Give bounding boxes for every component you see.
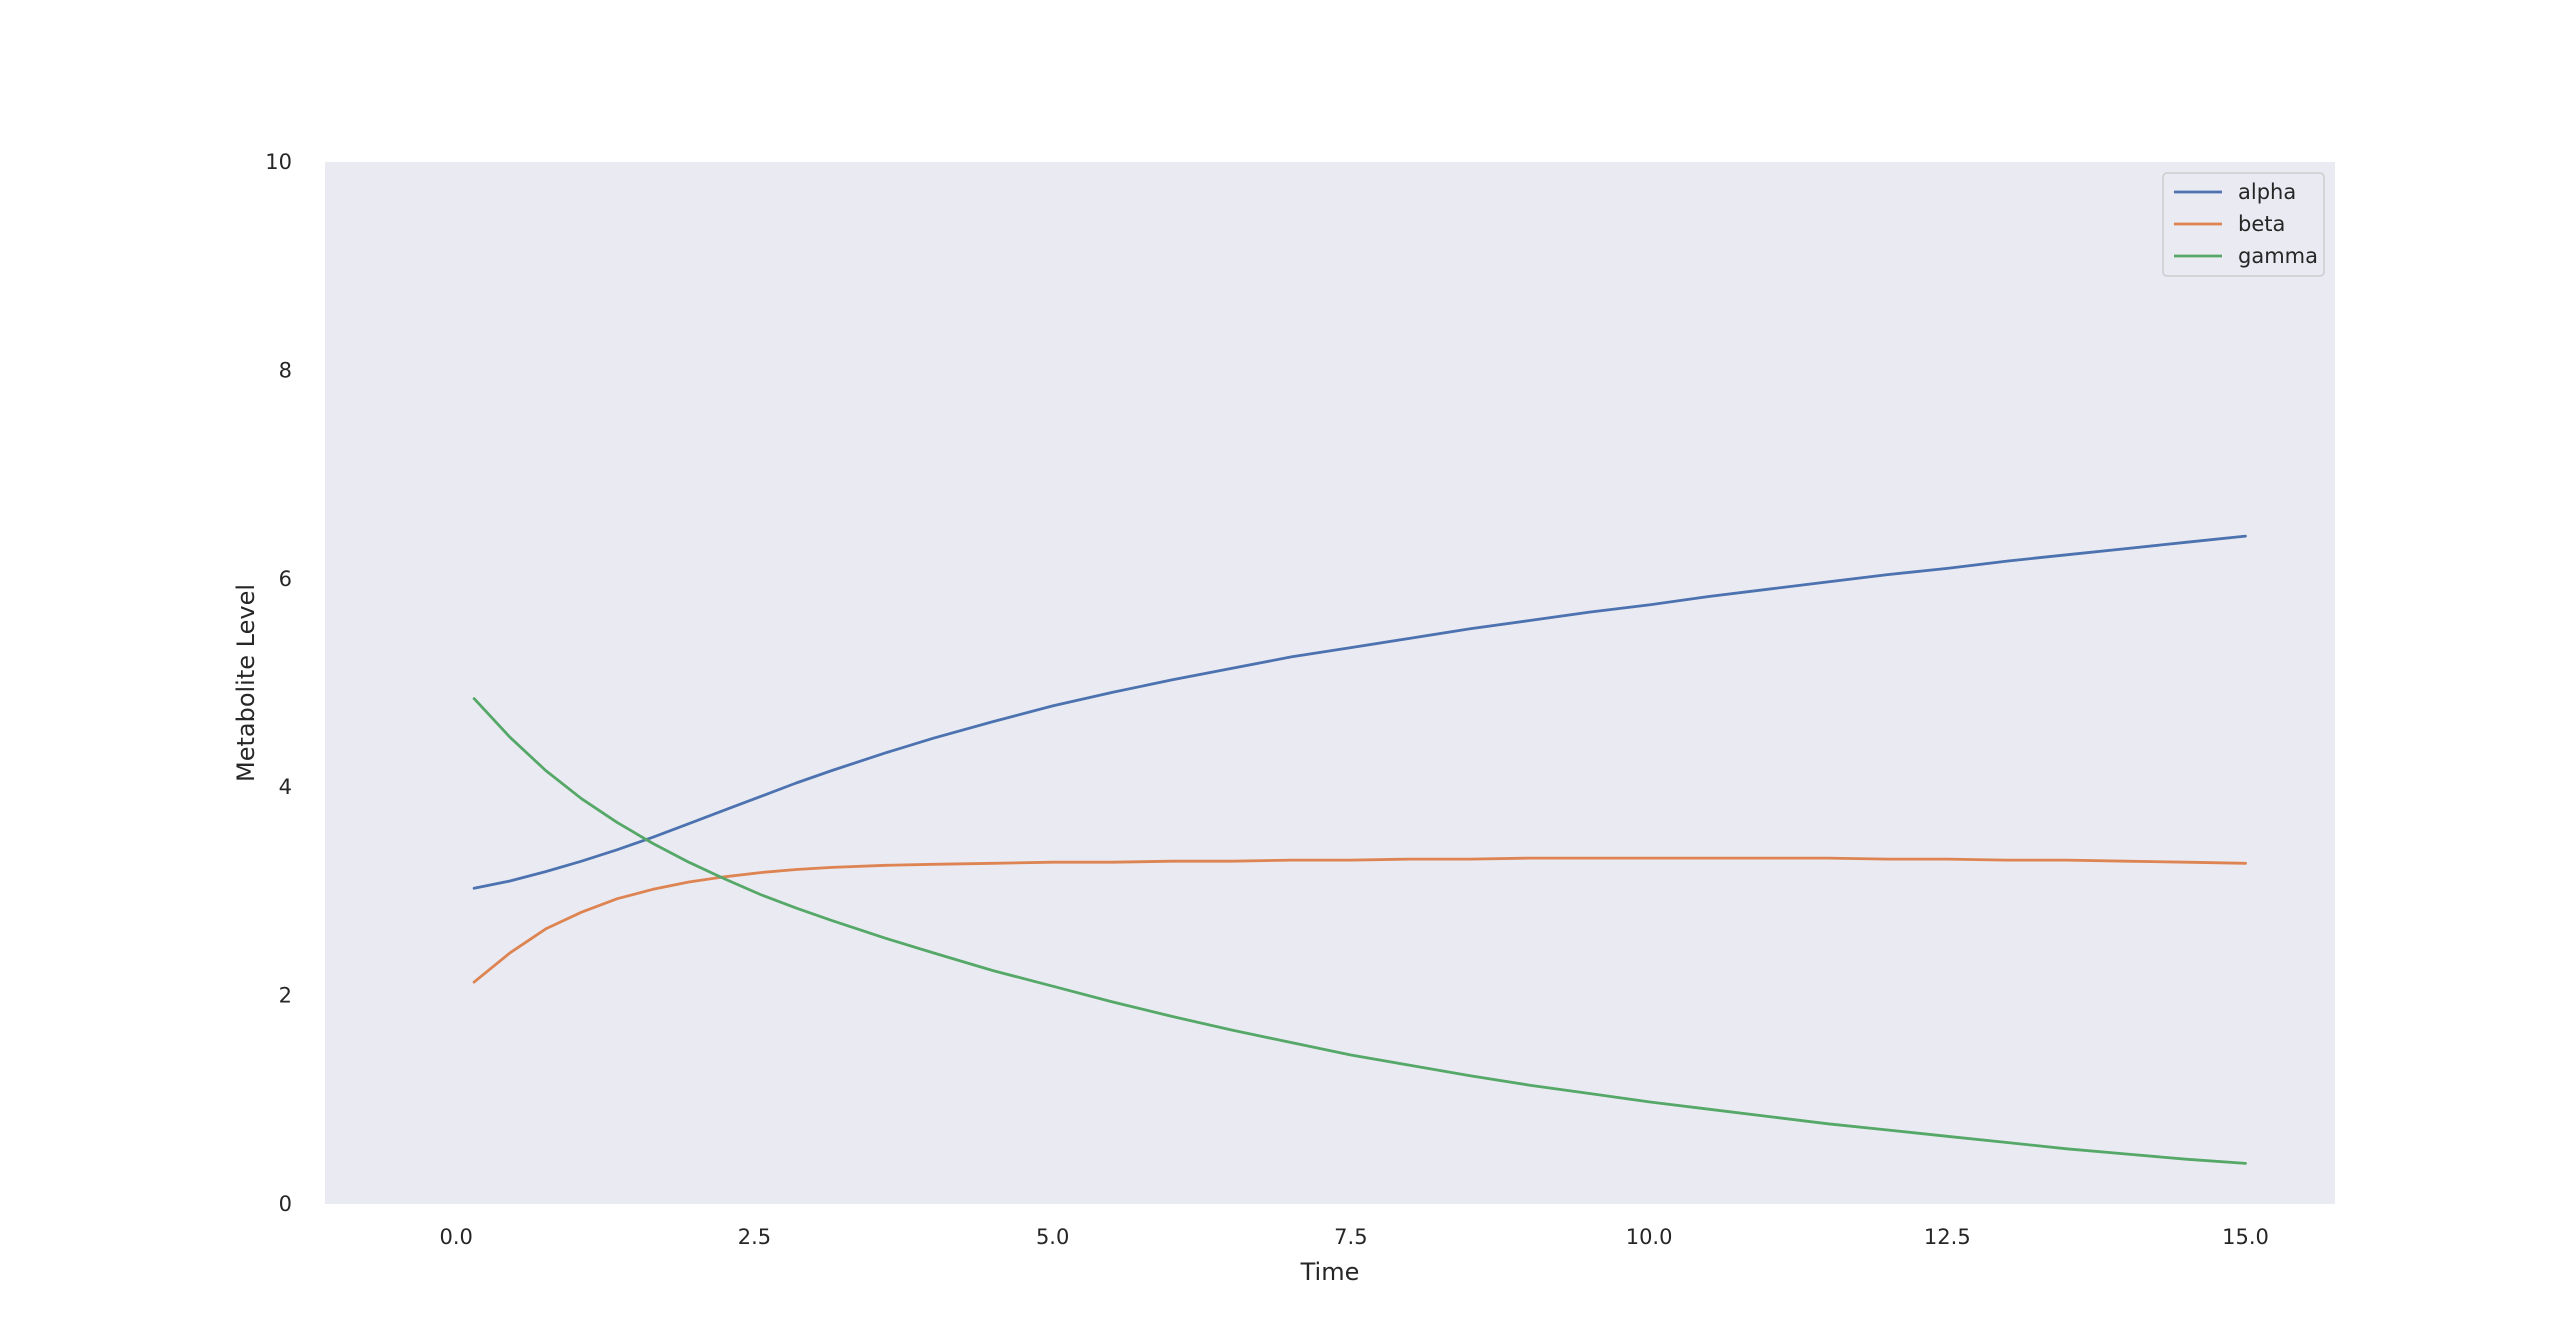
legend-label-alpha: alpha	[2238, 180, 2296, 204]
plot-area	[325, 162, 2335, 1204]
legend: alpha beta gamma	[2162, 172, 2325, 277]
x-tick-label: 2.5	[738, 1225, 771, 1249]
y-tick-label: 4	[279, 775, 292, 799]
x-tick-label: 12.5	[1924, 1225, 1971, 1249]
y-tick-label: 8	[279, 358, 292, 382]
series-layer	[472, 534, 2247, 1165]
x-tick-label: 10.0	[1626, 1225, 1673, 1249]
x-tick-label: 7.5	[1334, 1225, 1367, 1249]
y-tick-label: 10	[265, 150, 292, 174]
y-tick-label: 6	[279, 567, 292, 591]
y-axis: 0 2 4 6 8 10	[265, 150, 292, 1216]
x-axis: 0.0 2.5 5.0 7.5 10.0 12.5 15.0	[440, 1225, 2269, 1249]
x-tick-label: 15.0	[2222, 1225, 2269, 1249]
y-axis-label: Metabolite Level	[232, 584, 260, 782]
x-tick-label: 5.0	[1036, 1225, 1069, 1249]
y-tick-label: 0	[279, 1192, 292, 1216]
series-line-gamma	[472, 697, 2247, 1165]
legend-label-gamma: gamma	[2238, 244, 2318, 268]
legend-label-beta: beta	[2238, 212, 2285, 236]
series-line-beta	[472, 856, 2247, 984]
y-tick-label: 2	[279, 984, 292, 1008]
series-line-alpha	[472, 534, 2247, 890]
x-axis-label: Time	[1300, 1258, 1360, 1286]
legend-box	[2162, 172, 2325, 277]
x-tick-label: 0.0	[440, 1225, 473, 1249]
